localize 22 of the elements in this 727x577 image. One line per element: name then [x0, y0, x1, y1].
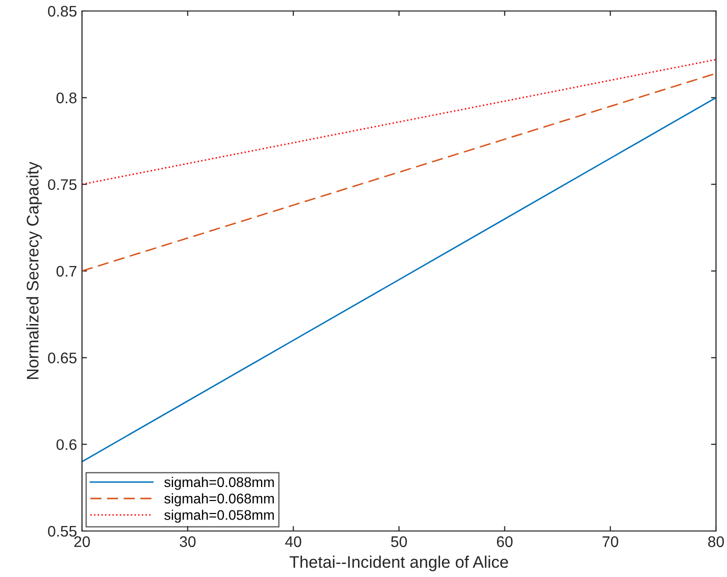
line-series: [82, 72, 716, 272]
y-tick-label: 0.85: [48, 6, 76, 17]
x-axis-title: Thetai--Incident angle of Alice: [290, 556, 508, 572]
y-tick-label: 0.75: [48, 179, 76, 190]
y-tick-label: 0.8: [56, 92, 76, 104]
x-tick-label: 80: [708, 536, 724, 548]
x-tick-label: 50: [391, 536, 407, 548]
y-tick-label: 0.6: [56, 439, 76, 450]
x-tick-label: 70: [602, 536, 618, 548]
y-tick-label: 0.7: [56, 266, 76, 277]
line-series: [82, 96, 716, 462]
y-axis-title: Normalized Secrecy Capacity: [26, 162, 42, 379]
x-tick-label: 30: [180, 536, 196, 548]
legend-label: sigmah=0.068mm: [164, 493, 274, 506]
legend-label: sigmah=0.058mm: [164, 510, 274, 523]
legend-label: sigmah=0.088mm: [164, 476, 274, 490]
y-tick-label: 0.55: [48, 526, 76, 537]
y-tick-label: 0.65: [48, 352, 76, 364]
line-series: [82, 58, 716, 186]
x-tick-label: 20: [74, 536, 90, 548]
x-tick-label: 60: [496, 536, 513, 548]
x-tick-label: 40: [285, 536, 302, 548]
